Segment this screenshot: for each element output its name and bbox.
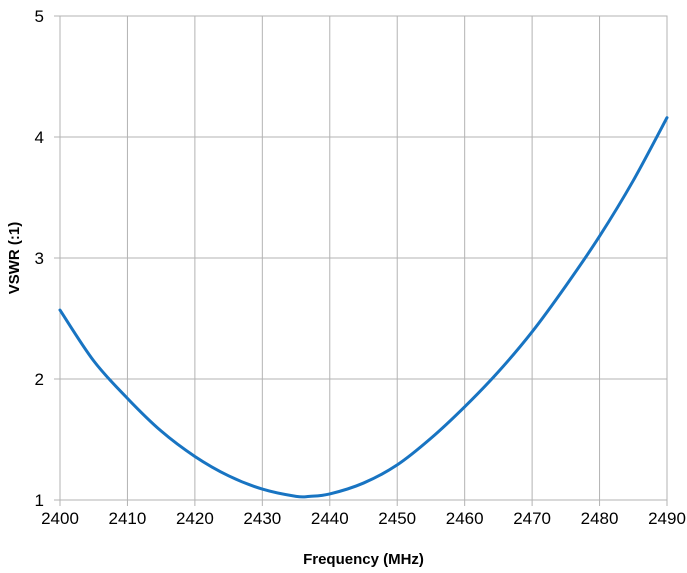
x-tick-label-2480: 2480 xyxy=(581,509,619,528)
plot-area-frame xyxy=(59,15,668,501)
y-axis-tick-labels: 1 2 3 4 5 xyxy=(35,7,44,510)
y-tick-label-5: 5 xyxy=(35,7,44,26)
x-tick-label-2470: 2470 xyxy=(513,509,551,528)
x-tick-label-2420: 2420 xyxy=(176,509,214,528)
y-axis-title: VSWR (:1) xyxy=(6,222,23,295)
x-tick-label-2430: 2430 xyxy=(243,509,281,528)
y-tick-label-1: 1 xyxy=(35,491,44,510)
series-layer xyxy=(58,116,669,499)
vswr-series-line-0 xyxy=(58,116,669,499)
x-axis-title: Frequency (MHz) xyxy=(303,551,424,568)
vertical-gridlines xyxy=(59,16,668,506)
x-axis-tick-labels: 2400 2410 2420 2430 2440 2450 2460 2470 2480 2490 xyxy=(41,509,686,528)
x-tick-label-2440: 2440 xyxy=(311,509,349,528)
x-tick-label-2400: 2400 xyxy=(41,509,79,528)
x-tick-label-2460: 2460 xyxy=(446,509,484,528)
x-tick-label-2450: 2450 xyxy=(378,509,416,528)
x-tick-label-2410: 2410 xyxy=(109,509,147,528)
horizontal-gridlines xyxy=(54,15,667,501)
y-tick-label-3: 3 xyxy=(35,249,44,268)
y-tick-label-2: 2 xyxy=(35,370,44,389)
x-tick-label-2490: 2490 xyxy=(648,509,686,528)
y-tick-label-4: 4 xyxy=(35,128,44,147)
